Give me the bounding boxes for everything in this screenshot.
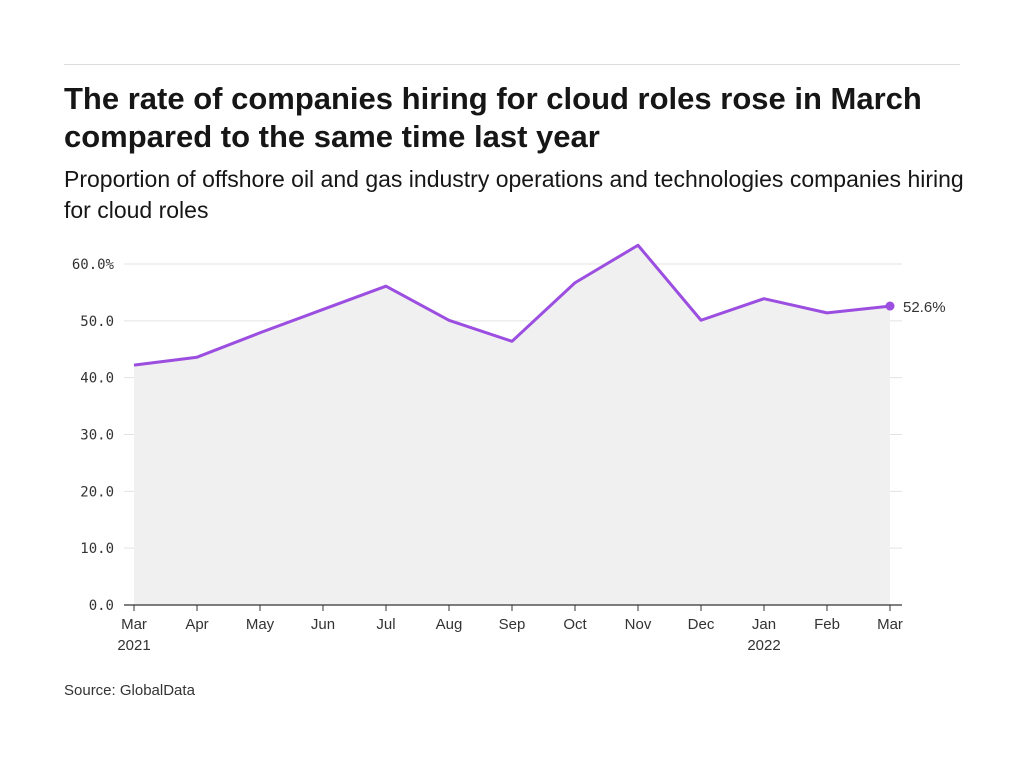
end-value-label: 52.6% — [903, 299, 946, 316]
y-tick-label: 50.0 — [80, 314, 114, 330]
x-tick-label: Jul — [376, 616, 395, 633]
source-note: Source: GlobalData — [64, 682, 195, 699]
x-tick-label: 2022 — [747, 637, 780, 654]
x-tick-label: Jun — [311, 616, 335, 633]
chart-subtitle: Proportion of offshore oil and gas indus… — [64, 166, 964, 223]
x-tick-label: Nov — [625, 616, 652, 633]
top-divider — [64, 64, 960, 65]
x-tick-label: Sep — [499, 616, 526, 633]
x-tick-label: Mar — [877, 616, 903, 633]
x-tick-label: 2021 — [117, 637, 150, 654]
y-tick-label: 30.0 — [80, 428, 114, 444]
y-tick-label: 40.0 — [80, 371, 114, 387]
x-tick-label: Aug — [436, 616, 463, 633]
y-tick-label: 20.0 — [80, 484, 114, 500]
x-tick-label: May — [246, 616, 275, 633]
x-tick-label: Feb — [814, 616, 840, 633]
series-line — [133, 243, 891, 367]
area-fill — [134, 245, 890, 605]
y-tick-label: 60.0% — [72, 257, 115, 273]
x-tick-label: Apr — [185, 616, 208, 633]
x-axis-ticks — [133, 605, 891, 611]
y-tick-label: 10.0 — [80, 541, 114, 557]
x-tick-label: Dec — [688, 616, 715, 633]
x-tick-label: Oct — [563, 616, 587, 633]
x-tick-label: Jan — [752, 616, 776, 633]
data-points: 52.6% — [885, 299, 946, 316]
y-axis-labels: 0.0 10.0 20.0 30.0 40.0 50.0 60.0% — [72, 257, 115, 614]
x-axis-labels: Mar 2021 Apr May Jun Jul Aug Sep Oct Nov Dec Jan 202… — [117, 616, 903, 654]
x-tick-label: Mar — [121, 616, 147, 633]
last-data-point — [885, 301, 895, 311]
y-tick-label: 0.0 — [89, 598, 114, 614]
chart-title: The rate of companies hiring for cloud r… — [64, 81, 922, 154]
